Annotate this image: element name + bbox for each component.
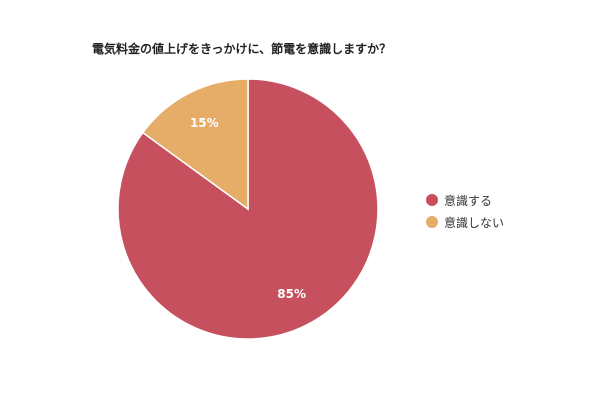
chart-title: 電気料金の値上げをきっかけに、節電を意識しますか？ <box>92 42 392 56</box>
legend-label-not-aware: 意識しない <box>444 215 505 230</box>
legend-swatch-not-aware <box>426 216 438 228</box>
legend-swatch-aware <box>426 194 438 206</box>
slice-label-aware: 85% <box>277 287 306 301</box>
legend-item-aware[interactable]: 意識する <box>426 190 504 210</box>
legend: 意識する 意識しない <box>426 190 504 234</box>
slice-label-not-aware: 15% <box>190 116 219 130</box>
pie-slices <box>117 78 379 340</box>
pie-slice-labels: 85% 15% <box>190 116 306 301</box>
legend-item-not-aware[interactable]: 意識しない <box>426 212 504 232</box>
pie-slice-not-aware[interactable] <box>141 78 249 211</box>
legend-label-aware: 意識する <box>444 193 493 208</box>
